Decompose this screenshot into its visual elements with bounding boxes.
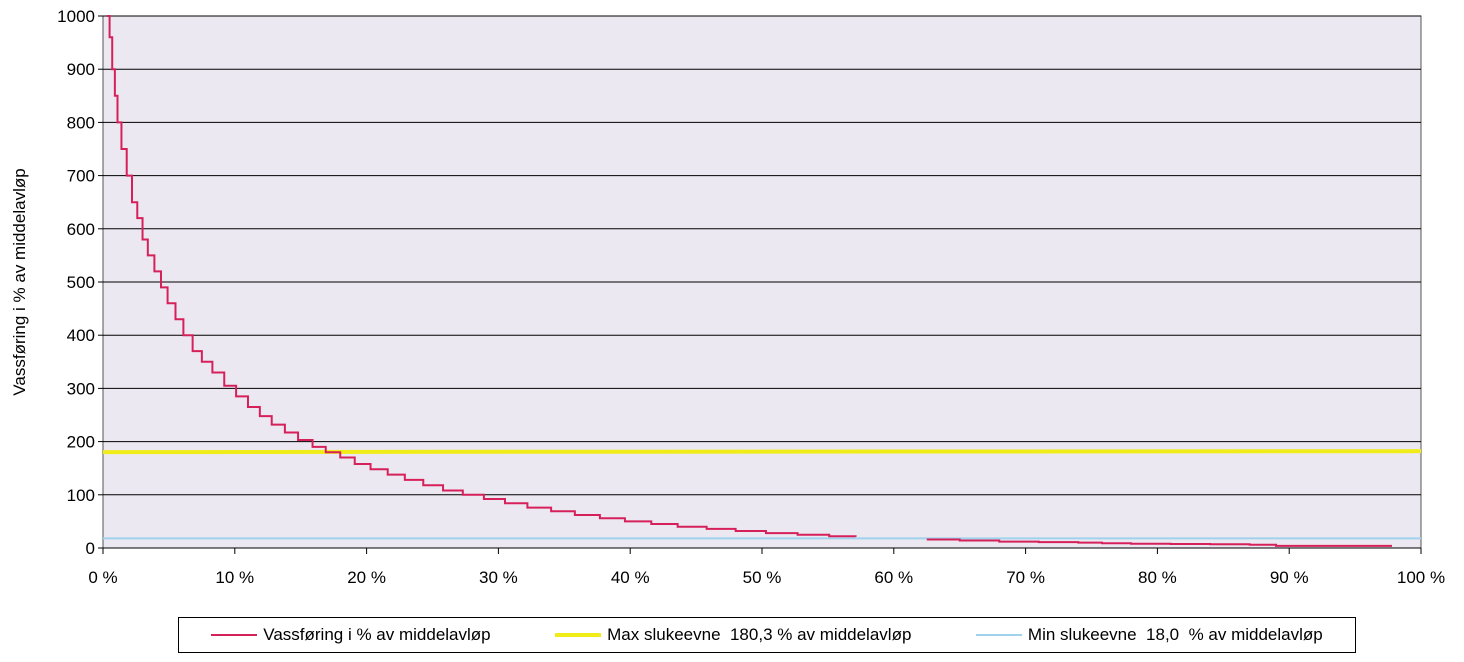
legend-label-max-capacity: Max slukeevne 180,3 % av middelavløp [607, 625, 912, 644]
legend-label-min-capacity: Min slukeevne 18,0 % av middelavløp [1027, 625, 1323, 644]
legend-entry-max-capacity: Max slukeevne 180,3 % av middelavløp [555, 625, 911, 645]
y-tick-label: 100 [67, 486, 95, 505]
flow-duration-line-0 [106, 15, 857, 538]
y-tick-label: 700 [67, 167, 95, 186]
y-tick-label: 1000 [57, 7, 95, 26]
x-tick-label: 10 % [215, 568, 254, 587]
legend-swatch-flow [211, 634, 258, 636]
y-tick-label: 800 [67, 113, 95, 132]
legend-entry-flow: Vassføring i % av middelavløp [211, 625, 491, 645]
flow-duration-line-1 [926, 538, 1392, 547]
x-tick-label: 0 % [88, 568, 117, 587]
y-tick-label: 900 [67, 60, 95, 79]
x-tick-label: 20 % [347, 568, 386, 587]
y-tick-label: 200 [67, 433, 95, 452]
legend-swatch-max-capacity [555, 633, 602, 637]
y-axis-title: Vassføring i % av middelavløp [10, 168, 29, 395]
gridlines [103, 15, 1421, 496]
series-lines [102, 15, 1422, 547]
x-tick-label: 100 % [1397, 568, 1445, 587]
y-tick-label: 600 [67, 220, 95, 239]
y-tick-label: 500 [67, 273, 95, 292]
x-tick-label: 40 % [611, 568, 650, 587]
x-tick-label: 60 % [874, 568, 913, 587]
legend-label-flow: Vassføring i % av middelavløp [263, 625, 491, 644]
x-tick-label: 90 % [1270, 568, 1309, 587]
x-tick-label: 80 % [1138, 568, 1177, 587]
legend: Vassføring i % av middelavløp Max slukee… [178, 617, 1356, 653]
y-tick-label: 0 [86, 539, 95, 558]
legend-entry-min-capacity: Min slukeevne 18,0 % av middelavløp [975, 625, 1323, 645]
max-capacity-line [102, 449, 1422, 455]
x-tick-label: 50 % [743, 568, 782, 587]
y-tick-label: 300 [67, 379, 95, 398]
y-axis-ticks: 0 100 200 300 400 500 600 700 800 900 1000 [57, 7, 103, 558]
y-tick-label: 400 [67, 326, 95, 345]
x-tick-label: 70 % [1006, 568, 1045, 587]
x-axis-ticks: 0 % 10 % 20 % 30 % 40 % 50 % 60 % 70 % 80 % 90 % 1… [88, 547, 1445, 587]
x-tick-label: 30 % [479, 568, 518, 587]
legend-swatch-min-capacity [975, 634, 1022, 636]
